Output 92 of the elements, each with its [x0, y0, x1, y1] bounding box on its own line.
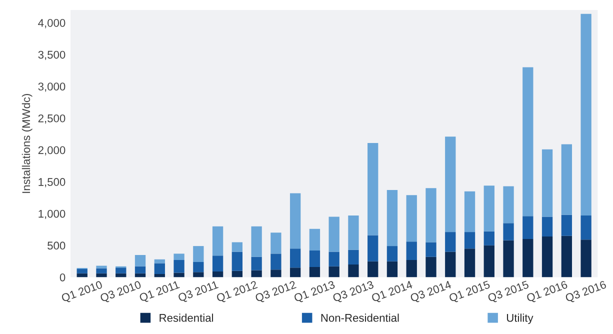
bar	[406, 242, 417, 260]
bar	[503, 186, 514, 224]
bar	[464, 191, 476, 232]
bar	[464, 248, 476, 278]
bar	[580, 216, 592, 240]
legend-label: Utility	[506, 314, 534, 324]
bar	[561, 236, 572, 278]
bar	[328, 266, 340, 278]
bar	[503, 240, 514, 278]
bar	[426, 188, 436, 242]
bar	[522, 239, 534, 278]
bar	[116, 273, 126, 278]
bar	[522, 216, 534, 240]
bar	[406, 260, 417, 278]
y-tick-label: 3,000	[38, 82, 66, 92]
bar	[348, 250, 359, 264]
y-tick-label: 1,500	[38, 178, 66, 188]
bar	[174, 260, 184, 273]
y-tick-label: 0	[60, 273, 66, 282]
bar	[193, 262, 204, 272]
bar	[232, 270, 243, 278]
y-tick-label: 1,000	[38, 210, 66, 220]
bar	[542, 236, 553, 278]
bar	[134, 254, 146, 266]
bar	[309, 228, 320, 250]
bar	[309, 250, 320, 268]
bar	[484, 186, 494, 232]
bar	[328, 252, 340, 266]
bar	[561, 144, 572, 215]
bar	[309, 267, 320, 278]
bar	[561, 214, 572, 236]
bar	[386, 190, 398, 246]
bar	[154, 259, 165, 264]
bar	[96, 273, 107, 278]
bar	[406, 195, 417, 242]
bar	[251, 270, 262, 278]
bar	[212, 271, 224, 278]
bar	[232, 252, 243, 271]
y-tick-label: 2,000	[38, 146, 66, 156]
bar	[290, 268, 301, 278]
bar	[154, 263, 165, 274]
bar	[426, 242, 436, 257]
bar	[174, 272, 184, 278]
y-tick-label: 3,500	[38, 50, 66, 60]
bar	[193, 272, 204, 278]
bar	[542, 149, 553, 217]
legend-label: Non-Residential	[321, 314, 399, 322]
bar	[580, 240, 592, 278]
bar	[212, 256, 224, 272]
bar	[212, 226, 224, 256]
bar	[328, 216, 340, 252]
bar	[174, 254, 184, 260]
bar	[348, 264, 359, 278]
bar	[154, 274, 165, 278]
bar	[290, 248, 301, 268]
bar	[445, 232, 456, 252]
bar	[348, 216, 359, 250]
bar	[193, 246, 204, 262]
bar	[270, 232, 282, 254]
bar	[580, 14, 592, 216]
bar	[251, 256, 262, 270]
bar	[251, 226, 262, 257]
y-tick-label: 4,000	[38, 19, 66, 28]
bar	[368, 261, 378, 278]
bar	[386, 261, 398, 278]
bar	[76, 273, 88, 278]
bar	[116, 268, 126, 274]
bar	[270, 254, 282, 270]
bar	[445, 136, 456, 232]
bar	[522, 67, 534, 216]
bar	[464, 232, 476, 249]
y-axis-title: Installations (MWdc)	[22, 94, 32, 193]
y-tick-label: 500	[48, 242, 66, 250]
bar	[426, 256, 436, 278]
bar	[542, 216, 553, 237]
bar	[270, 270, 282, 278]
legend-label: Residential	[160, 314, 214, 322]
bar	[134, 266, 146, 274]
bar	[445, 252, 456, 278]
bar	[368, 235, 378, 262]
bar	[96, 266, 107, 268]
bar	[96, 268, 107, 274]
bar	[134, 273, 146, 278]
bar	[232, 242, 243, 252]
bar	[368, 142, 378, 236]
y-tick-label: 2,500	[38, 114, 66, 124]
bar	[503, 223, 514, 240]
bar	[484, 245, 494, 278]
bar	[76, 268, 88, 274]
bar	[386, 246, 398, 262]
bar	[484, 231, 494, 246]
bar	[290, 193, 301, 249]
